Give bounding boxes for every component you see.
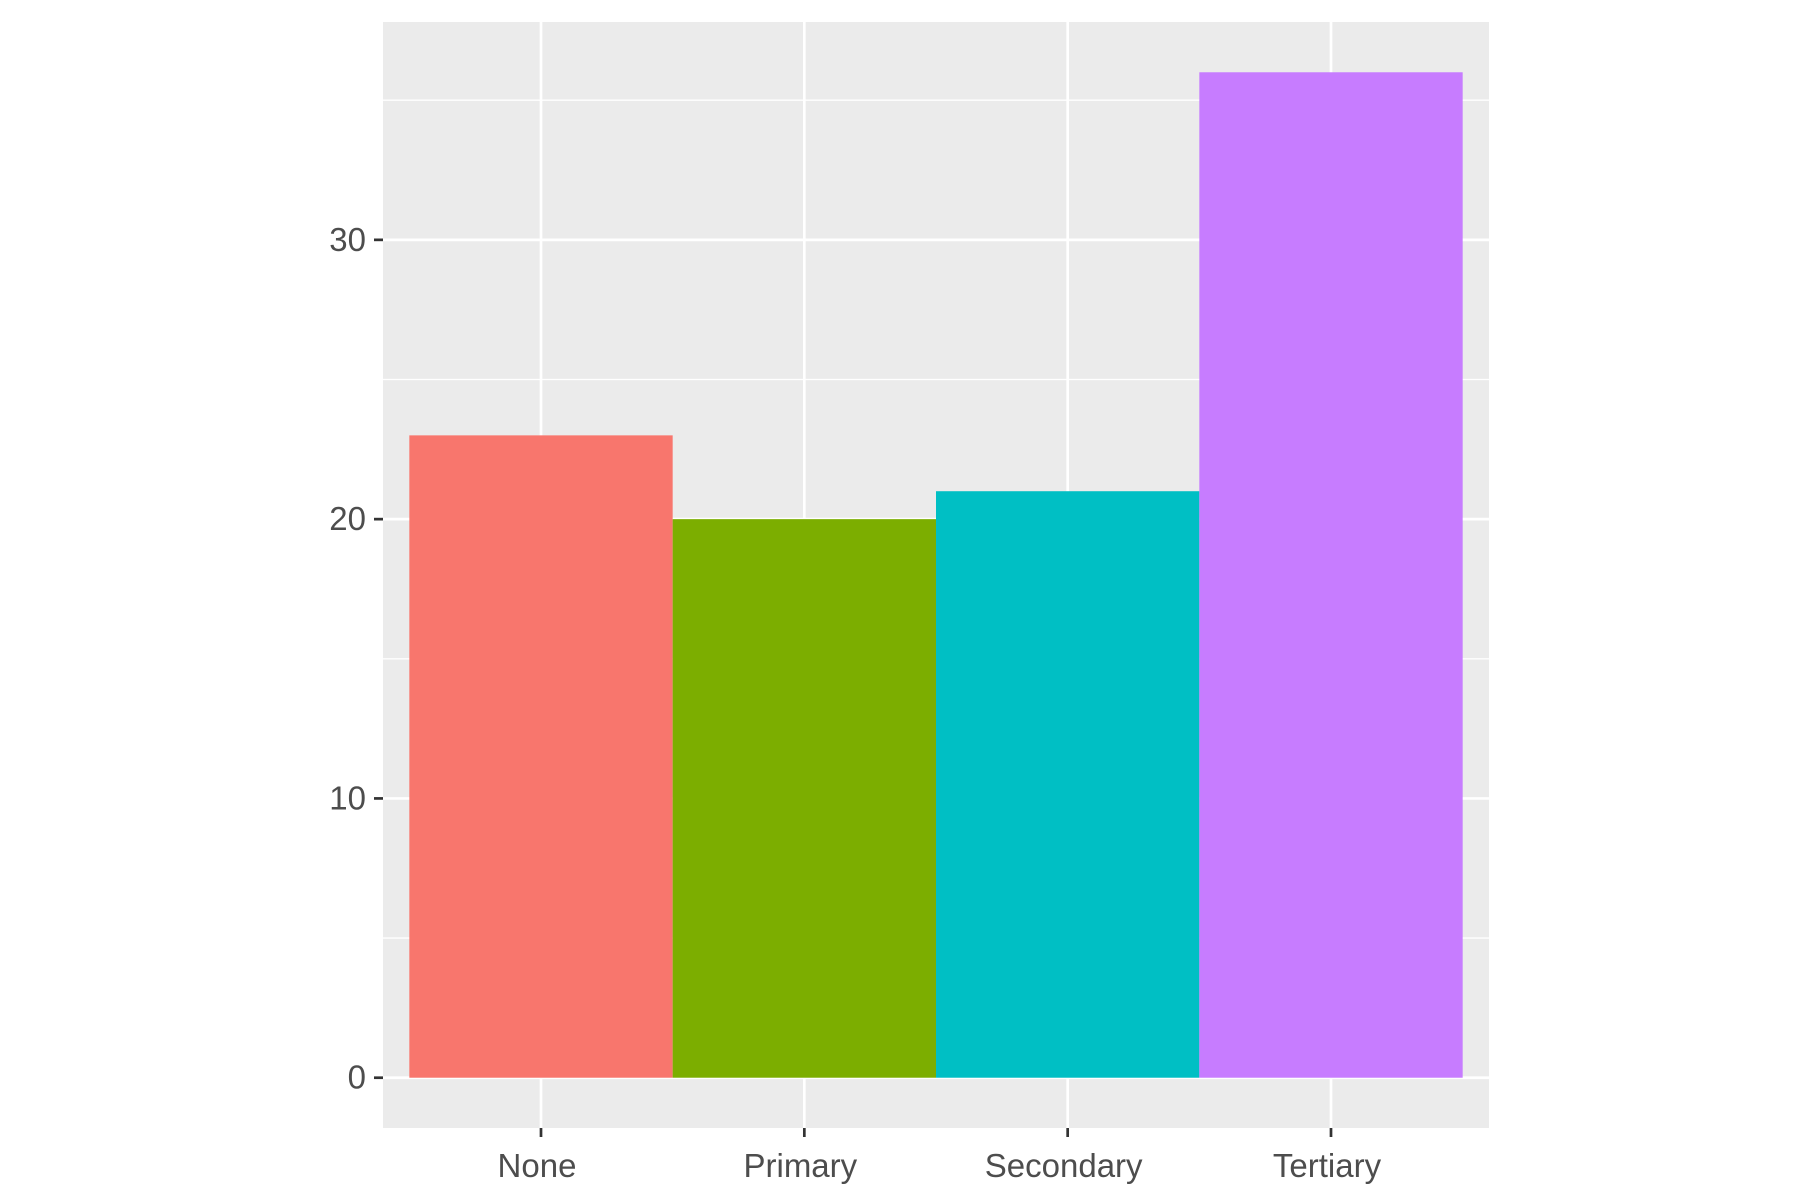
x-tick-label: Tertiary (1273, 1147, 1382, 1184)
y-tick-label: 20 (329, 500, 366, 537)
bar-none (409, 435, 673, 1078)
x-tick-label: Primary (743, 1147, 857, 1184)
bar-tertiary (1199, 72, 1463, 1078)
x-tick-label: Secondary (985, 1147, 1143, 1184)
bar-primary (672, 519, 936, 1078)
x-axis: None Primary Secondary Tertiary (498, 1128, 1382, 1184)
x-tick-label: None (498, 1147, 577, 1184)
bar-secondary (936, 491, 1200, 1078)
y-tick-label: 10 (329, 779, 366, 816)
y-tick-label: 0 (348, 1059, 366, 1096)
y-tick-label: 30 (329, 221, 366, 258)
y-axis: 0 10 20 30 (329, 221, 383, 1096)
bars (409, 72, 1463, 1078)
